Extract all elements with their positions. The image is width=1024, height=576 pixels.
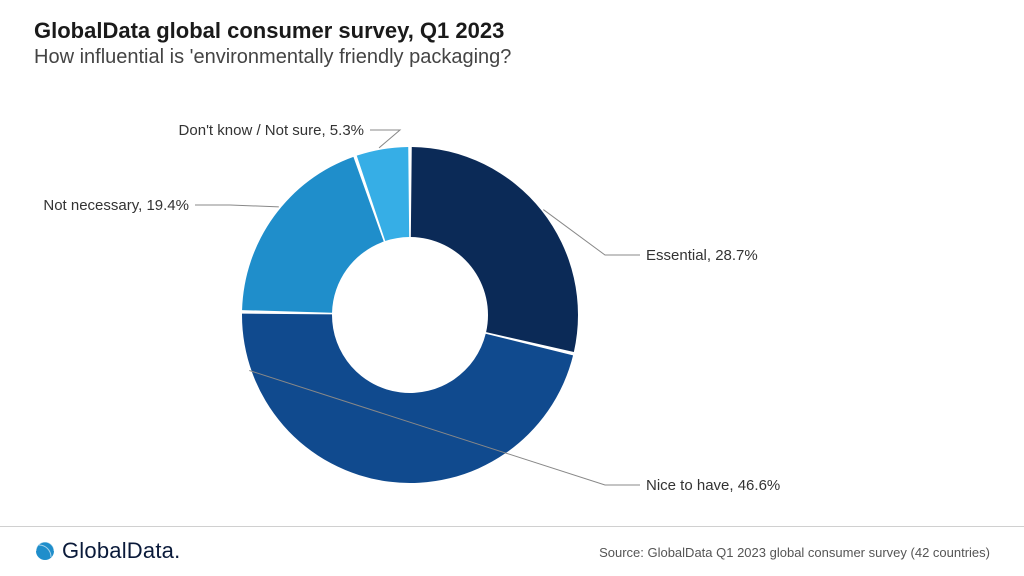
brand-logo: GlobalData.: [34, 538, 180, 564]
segment-label-not_necessary: Not necessary, 19.4%: [43, 197, 189, 214]
page-root: GlobalData global consumer survey, Q1 20…: [0, 0, 1024, 576]
segment-label-nice_to_have: Nice to have, 46.6%: [646, 477, 780, 494]
donut-chart-svg: Essential, 28.7% Nice to have, 46.6% Not n…: [0, 60, 1024, 530]
donut-segment-essential: [411, 147, 578, 352]
chart-title: GlobalData global consumer survey, Q1 20…: [34, 18, 504, 44]
chart-area: Essential, 28.7% Nice to have, 46.6% Not n…: [0, 60, 1024, 530]
segment-label-dont_know: Don't know / Not sure, 5.3%: [179, 122, 364, 139]
segment-label-essential: Essential, 28.7%: [646, 247, 758, 264]
logo-mark-icon: [34, 540, 56, 562]
donut-segment-not_necessary: [242, 157, 384, 313]
logo-text: GlobalData.: [62, 538, 180, 564]
footer: GlobalData. Source: GlobalData Q1 2023 g…: [0, 526, 1024, 576]
leader-line-dont_know: [370, 130, 400, 148]
leader-line-not_necessary: [195, 205, 279, 207]
source-text: Source: GlobalData Q1 2023 global consum…: [599, 545, 990, 560]
